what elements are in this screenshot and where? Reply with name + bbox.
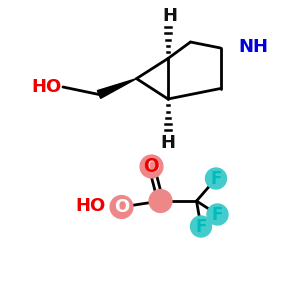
Text: NH: NH — [238, 38, 268, 56]
Circle shape — [110, 196, 133, 218]
Text: O: O — [144, 157, 159, 176]
Circle shape — [206, 168, 226, 189]
Text: O: O — [144, 158, 159, 175]
Circle shape — [190, 216, 212, 237]
Text: F: F — [195, 218, 207, 236]
Text: H: H — [160, 134, 175, 152]
Circle shape — [207, 204, 228, 225]
Polygon shape — [98, 79, 136, 98]
Text: HO: HO — [76, 197, 106, 215]
Text: F: F — [212, 206, 223, 224]
Circle shape — [140, 155, 163, 178]
Text: O: O — [114, 198, 129, 216]
Circle shape — [149, 190, 172, 212]
Text: F: F — [210, 169, 222, 188]
Text: HO: HO — [31, 78, 62, 96]
Text: H: H — [162, 7, 177, 25]
